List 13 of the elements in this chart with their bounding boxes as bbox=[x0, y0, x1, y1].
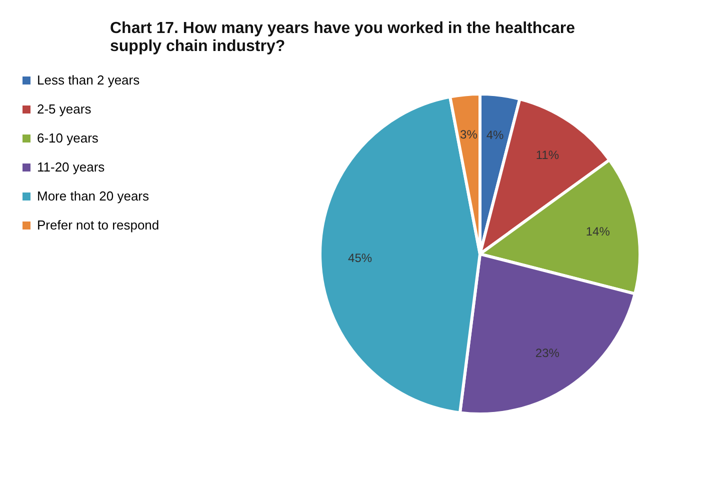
data-label: 14% bbox=[586, 224, 610, 239]
legend-label: Less than 2 years bbox=[37, 72, 140, 88]
data-label: 23% bbox=[535, 346, 560, 360]
legend-label: 2-5 years bbox=[37, 102, 92, 116]
legend-label: 6-10 years bbox=[37, 130, 99, 146]
legend-label: More than 20 years bbox=[37, 188, 150, 204]
legend-label: 11-20 years bbox=[37, 160, 106, 174]
data-label: 11% bbox=[536, 148, 560, 162]
data-label: 4% bbox=[486, 128, 504, 142]
chart-title: Chart 17. How many years have you worked in the healthcare supply chain industry? bbox=[110, 20, 576, 55]
legend-label: Prefer not to respond bbox=[37, 218, 160, 232]
data-label: 3% bbox=[460, 128, 478, 142]
data-label: 45% bbox=[348, 250, 372, 265]
